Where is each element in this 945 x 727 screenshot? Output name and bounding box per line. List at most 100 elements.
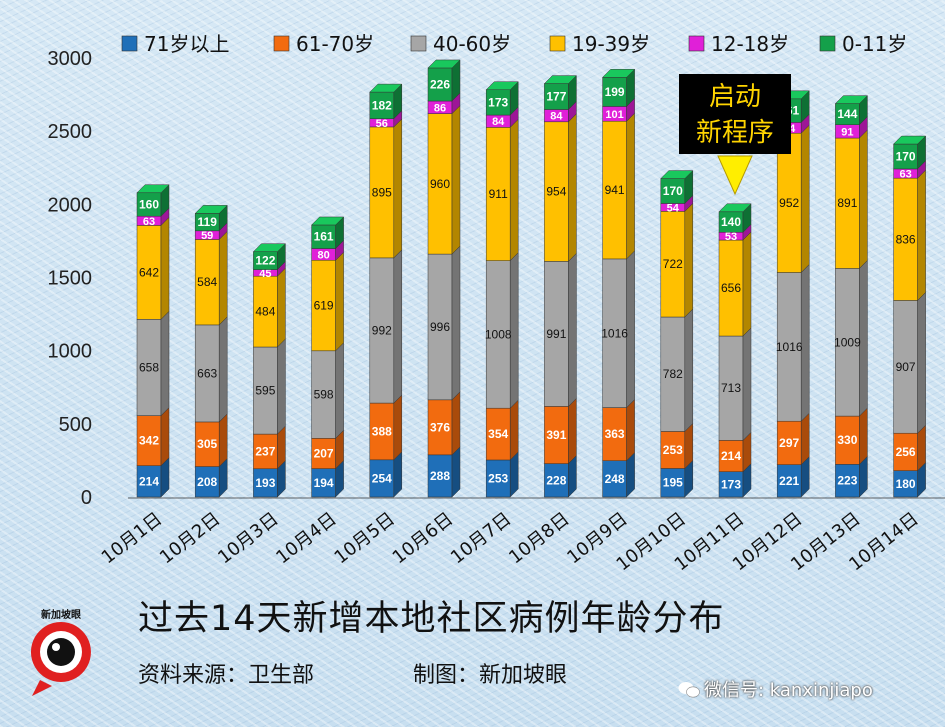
legend-swatch (549, 35, 566, 52)
logo: 新加坡眼 (26, 606, 96, 696)
y-axis: 0 500 1000 1500 2000 2500 3000 (48, 48, 93, 509)
x-tick-label: 10月6日 (389, 508, 457, 568)
wechat-id: 微信号: kanxinjiapo (678, 676, 873, 702)
bar-segment-side (451, 446, 461, 498)
data-label: 45 (259, 268, 271, 280)
bar-segment-side (218, 316, 228, 423)
data-label: 330 (837, 433, 857, 447)
bar-segment-side (800, 412, 810, 466)
bar-segment (718, 239, 744, 337)
y-tick-label: 0 (81, 487, 92, 509)
bar-segment-side (626, 398, 635, 462)
bar-segment-side (568, 397, 577, 465)
data-label: 214 (139, 474, 159, 488)
data-label: 388 (372, 424, 392, 438)
data-label: 288 (430, 469, 450, 483)
data-label: 642 (139, 265, 159, 279)
made-by-label: 制图：新加坡眼 (413, 663, 568, 688)
legend-label: 71岁以上 (144, 32, 229, 56)
bar-segment-side (859, 407, 868, 465)
bar-stack: 194 207 598 619 80 161 (310, 216, 345, 498)
bar-top (485, 81, 519, 91)
data-label: 180 (896, 477, 916, 491)
data-label: 101 (605, 109, 623, 121)
bar-segment (427, 113, 453, 255)
bar-segment (835, 268, 860, 417)
bar-segment-side (626, 112, 635, 260)
legend-swatch (819, 35, 836, 52)
data-label: 207 (314, 446, 334, 460)
bar-segment-side (277, 338, 286, 435)
bar-segment (660, 211, 686, 318)
bar-segment (485, 260, 511, 409)
bar-segment (544, 121, 569, 262)
data-label: 598 (314, 388, 334, 402)
y-tick-label: 1000 (48, 341, 93, 363)
bar-segment (660, 431, 686, 469)
bar-segment (893, 177, 918, 301)
data-label: 253 (663, 443, 683, 457)
data-label: 305 (197, 437, 217, 451)
y-tick-label: 3000 (48, 48, 93, 70)
data-label: 86 (434, 102, 446, 114)
y-tick-label: 2000 (48, 194, 93, 216)
bar-segment-side (509, 118, 519, 262)
bar-segment-side (335, 342, 344, 439)
y-tick-label: 1500 (48, 268, 93, 290)
data-label: 173 (721, 477, 741, 491)
x-tick-label: 10月2日 (156, 508, 224, 568)
data-label: 895 (372, 185, 392, 199)
bar-segment (602, 460, 627, 498)
bar-segment (893, 470, 918, 498)
bar-segment (136, 225, 162, 320)
data-label: 140 (721, 215, 741, 229)
annotation-line2: 新程序 (696, 118, 774, 148)
bar-segment-side (917, 291, 926, 434)
data-label: 363 (605, 427, 625, 441)
data-label: 54 (667, 202, 680, 214)
x-tick-label: 10月3日 (214, 508, 282, 568)
data-label: 996 (430, 320, 450, 334)
data-label: 53 (725, 231, 737, 243)
bar-segment (544, 261, 569, 407)
legend-swatch (688, 35, 705, 52)
bar-segment (253, 275, 278, 348)
data-label: 354 (488, 427, 508, 441)
bar-segment-side (393, 118, 403, 259)
data-label: 954 (546, 185, 566, 199)
bar-top (601, 69, 636, 78)
bar-segment-side (451, 105, 461, 255)
bar-segment (253, 346, 278, 435)
bar-segment (893, 432, 918, 471)
data-label: 226 (430, 77, 450, 91)
bar-segment (602, 120, 627, 260)
bar-segment (136, 319, 162, 416)
bar-segment (485, 407, 511, 461)
data-label: 960 (430, 177, 450, 191)
chart-legend: 71岁以上 61-70岁 40-60岁 19-39岁 12-18岁 0-11岁 (121, 32, 907, 56)
bar-top (834, 95, 869, 104)
eye-logo-icon (30, 622, 91, 696)
bar-segment (718, 335, 744, 441)
bar-segment-side (160, 310, 170, 417)
legend-swatch (410, 35, 427, 52)
data-label: 297 (779, 436, 799, 450)
bar-stack: 253 354 1008 911 84 173 (485, 81, 519, 498)
legend-label: 19-39岁 (572, 32, 650, 56)
bar-segment (427, 454, 453, 498)
data-label: 237 (255, 444, 275, 458)
bar-segment (311, 350, 336, 439)
bar-segment (660, 178, 686, 204)
y-tick-label: 2500 (48, 121, 93, 143)
bar-top (660, 170, 694, 179)
data-label: 992 (372, 323, 392, 337)
data-label: 199 (605, 85, 625, 99)
bar-segment-side (684, 202, 694, 318)
bar-top (194, 205, 228, 214)
bar-stack: 248 363 1016 941 101 199 (601, 68, 636, 498)
bar-segment (544, 463, 569, 498)
bar-segment (485, 89, 511, 116)
bar-segment (893, 300, 918, 434)
data-label: 119 (198, 215, 218, 229)
x-tick-label: 10月5日 (331, 508, 399, 568)
